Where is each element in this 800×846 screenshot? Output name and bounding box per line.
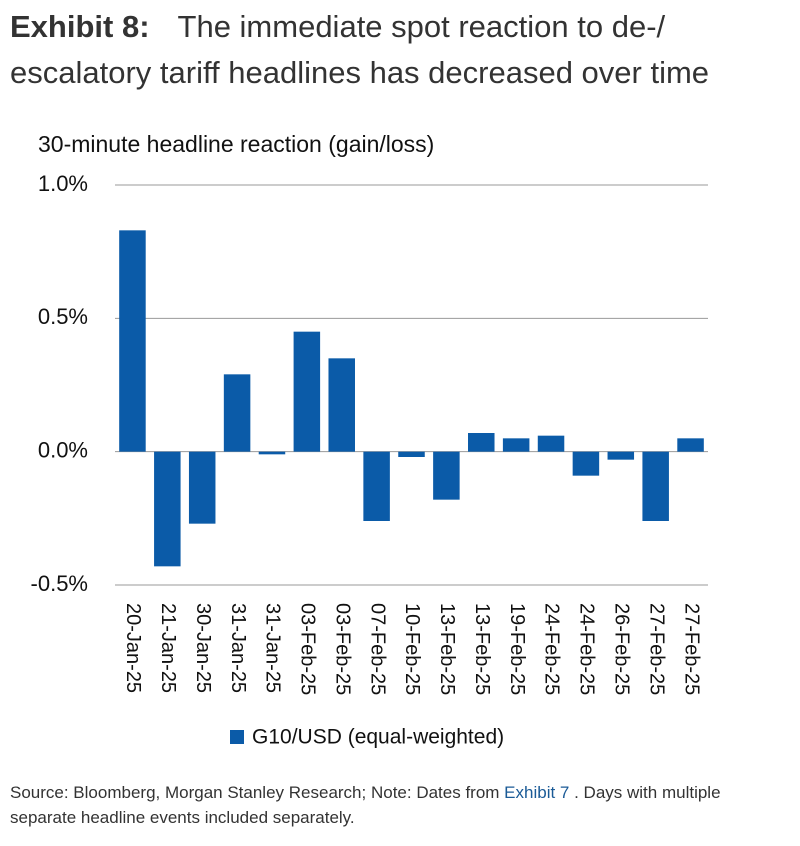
x-tick-label: 24-Feb-25 bbox=[541, 603, 563, 695]
footnote-link[interactable]: Exhibit 7 bbox=[504, 783, 570, 802]
bar bbox=[188, 451, 216, 524]
bar bbox=[363, 451, 390, 521]
x-tick-label: 03-Feb-25 bbox=[297, 603, 319, 695]
bar bbox=[677, 438, 704, 452]
y-tick-label: 1.0% bbox=[38, 171, 88, 196]
x-tick-label: 10-Feb-25 bbox=[401, 603, 423, 695]
y-axis-label: 30-minute headline reaction (gain/loss) bbox=[38, 131, 434, 157]
bar bbox=[607, 451, 635, 460]
bar bbox=[398, 451, 425, 457]
x-tick-label: 31-Jan-25 bbox=[262, 603, 284, 693]
x-tick-label: 24-Feb-25 bbox=[576, 603, 598, 695]
y-tick-label: 0.5% bbox=[38, 304, 88, 329]
x-tick-label: 13-Feb-25 bbox=[436, 603, 458, 695]
chart-title: The immediate spot reaction to de-/ esca… bbox=[10, 9, 710, 90]
title-block: Exhibit 8: The immediate spot reaction to… bbox=[10, 4, 790, 96]
x-tick-label: 20-Jan-25 bbox=[122, 603, 144, 693]
bar bbox=[119, 230, 146, 452]
bar bbox=[223, 374, 251, 452]
exhibit-label: Exhibit 8: bbox=[10, 9, 150, 44]
bar bbox=[572, 451, 600, 476]
legend-label: G10/USD (equal-weighted) bbox=[252, 726, 504, 749]
x-tick-label: 21-Jan-25 bbox=[157, 603, 179, 693]
bar bbox=[642, 451, 669, 521]
bar bbox=[258, 451, 286, 455]
x-tick-label: 30-Jan-25 bbox=[192, 603, 214, 693]
x-tick-label: 07-Feb-25 bbox=[366, 603, 388, 695]
y-tick-label: 0.0% bbox=[38, 437, 88, 462]
x-tick-label: 27-Feb-25 bbox=[645, 603, 667, 695]
x-tick-label: 26-Feb-25 bbox=[611, 603, 633, 695]
footnote-text: Source: Bloomberg, Morgan Stanley Resear… bbox=[10, 783, 505, 802]
bar bbox=[293, 331, 321, 452]
x-tick-label: 13-Feb-25 bbox=[471, 603, 493, 695]
legend-swatch bbox=[230, 730, 244, 744]
x-tick-label: 19-Feb-25 bbox=[506, 603, 528, 695]
bar bbox=[502, 438, 530, 452]
x-tick-label: 31-Jan-25 bbox=[227, 603, 249, 693]
bar bbox=[468, 433, 495, 452]
chart: 30-minute headline reaction (gain/loss) … bbox=[31, 131, 708, 749]
x-tick-label: 03-Feb-25 bbox=[331, 603, 353, 695]
bar bbox=[328, 358, 355, 452]
x-tick-label: 27-Feb-25 bbox=[680, 603, 702, 695]
bar bbox=[537, 435, 565, 452]
footnote: Source: Bloomberg, Morgan Stanley Resear… bbox=[10, 780, 785, 830]
footnote-text: . Days with multiple separate headline e… bbox=[10, 783, 721, 827]
bar bbox=[154, 451, 181, 567]
bar bbox=[433, 451, 460, 500]
y-tick-label: -0.5% bbox=[31, 571, 88, 596]
